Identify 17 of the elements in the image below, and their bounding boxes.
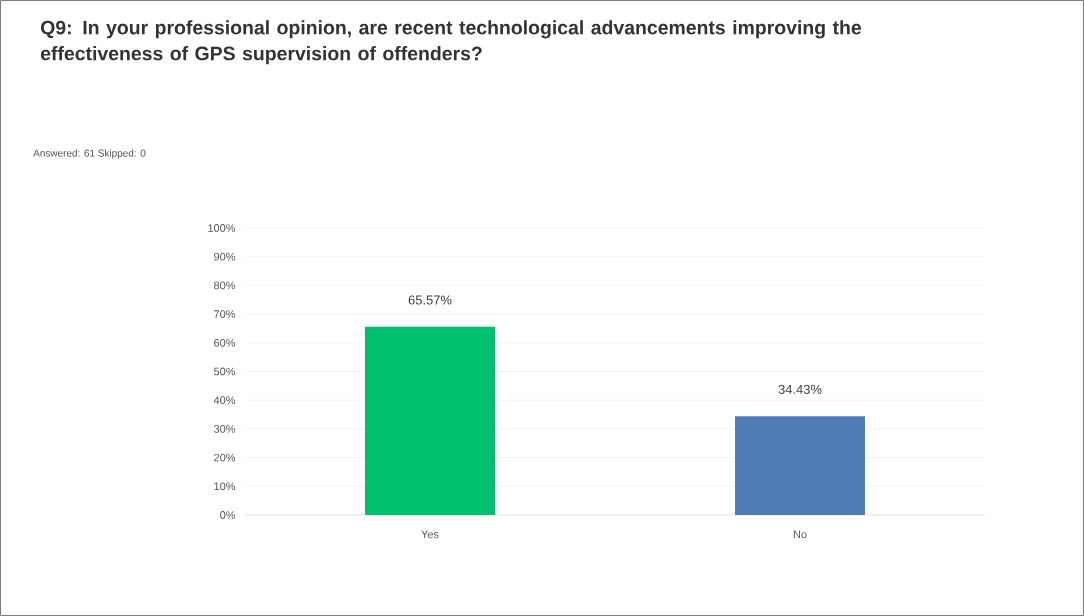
x-tick-label: No xyxy=(793,530,807,539)
data-label: 65.57% xyxy=(408,295,452,305)
y-tick-label: 10% xyxy=(214,482,236,491)
y-tick-label: 90% xyxy=(214,252,236,261)
x-tick-label: Yes xyxy=(421,530,439,539)
y-tick-label: 50% xyxy=(213,367,236,376)
text: Answered: 61 Skipped: 0 xyxy=(33,149,146,159)
y-tick-label: 30% xyxy=(213,425,236,433)
y-tick-label: 20% xyxy=(214,453,236,462)
y-tick-label: 70% xyxy=(214,310,236,318)
y-tick-label: 100% xyxy=(208,224,236,232)
y-tick-label: 40% xyxy=(213,396,236,405)
data-label: 34.43% xyxy=(778,384,822,394)
y-tick-label: 80% xyxy=(214,281,236,290)
chart-title: Q9: In your professional opinion, are recent technological advancements improving the effectiveness of GPS supervision of offenders? xyxy=(40,20,862,65)
y-tick-label: 60% xyxy=(214,338,236,347)
y-tick-label: 0% xyxy=(220,511,236,519)
